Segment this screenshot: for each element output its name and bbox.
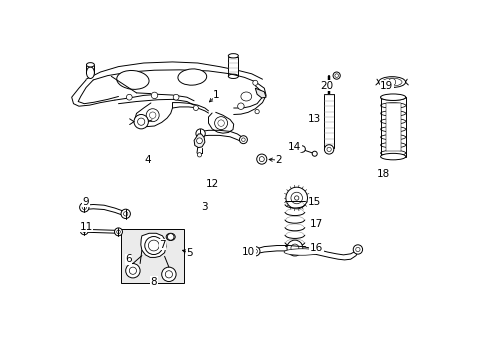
- Polygon shape: [141, 233, 166, 257]
- Ellipse shape: [241, 92, 251, 101]
- Ellipse shape: [380, 153, 405, 160]
- Circle shape: [167, 234, 174, 240]
- Text: 7: 7: [159, 240, 165, 250]
- Ellipse shape: [380, 94, 405, 100]
- Circle shape: [285, 187, 307, 209]
- Ellipse shape: [117, 71, 149, 89]
- Circle shape: [193, 105, 198, 111]
- Circle shape: [256, 154, 266, 164]
- Circle shape: [197, 153, 201, 157]
- Ellipse shape: [284, 249, 320, 255]
- Circle shape: [167, 234, 174, 240]
- Circle shape: [294, 196, 298, 200]
- Circle shape: [252, 80, 257, 85]
- Circle shape: [82, 229, 86, 233]
- Text: 2: 2: [275, 155, 282, 165]
- Circle shape: [129, 267, 136, 274]
- Circle shape: [290, 244, 298, 252]
- Circle shape: [114, 228, 122, 236]
- Circle shape: [196, 138, 202, 144]
- Text: 1: 1: [213, 90, 219, 100]
- Circle shape: [253, 249, 257, 253]
- Ellipse shape: [166, 233, 175, 240]
- Text: 3: 3: [201, 202, 208, 212]
- Circle shape: [326, 147, 330, 152]
- Circle shape: [334, 74, 338, 77]
- Bar: [324, 94, 333, 148]
- Circle shape: [123, 212, 127, 216]
- Circle shape: [241, 138, 244, 141]
- Circle shape: [355, 247, 359, 252]
- Circle shape: [290, 192, 302, 204]
- Circle shape: [117, 230, 120, 234]
- Circle shape: [239, 136, 247, 144]
- Text: 10: 10: [242, 247, 255, 257]
- Text: 16: 16: [309, 243, 323, 253]
- Circle shape: [80, 203, 89, 212]
- Circle shape: [149, 112, 156, 118]
- Circle shape: [173, 94, 179, 100]
- Circle shape: [125, 264, 140, 278]
- Ellipse shape: [228, 74, 238, 78]
- Circle shape: [121, 209, 130, 219]
- Circle shape: [144, 237, 163, 255]
- Circle shape: [126, 94, 132, 100]
- Circle shape: [137, 118, 144, 125]
- Text: 17: 17: [309, 219, 323, 229]
- Circle shape: [250, 247, 260, 256]
- Ellipse shape: [382, 78, 401, 86]
- Polygon shape: [194, 134, 204, 148]
- Circle shape: [82, 205, 86, 210]
- Text: 18: 18: [376, 168, 389, 179]
- Circle shape: [134, 114, 148, 129]
- Ellipse shape: [237, 103, 244, 109]
- Text: 13: 13: [307, 114, 320, 124]
- Circle shape: [162, 267, 176, 282]
- Circle shape: [298, 146, 305, 152]
- Circle shape: [311, 151, 317, 156]
- Text: 19: 19: [379, 81, 392, 91]
- Ellipse shape: [228, 54, 238, 58]
- Text: 9: 9: [82, 197, 89, 207]
- Circle shape: [259, 157, 264, 162]
- Circle shape: [146, 109, 159, 122]
- Circle shape: [332, 72, 340, 79]
- Text: 5: 5: [186, 248, 193, 258]
- Circle shape: [324, 145, 333, 154]
- Text: 11: 11: [80, 222, 93, 232]
- Circle shape: [352, 245, 362, 254]
- Circle shape: [151, 92, 158, 99]
- Text: 15: 15: [307, 197, 321, 207]
- Text: 20: 20: [319, 81, 332, 91]
- Text: 4: 4: [143, 155, 150, 165]
- Polygon shape: [255, 88, 265, 98]
- Bar: [380, 97, 405, 157]
- Ellipse shape: [378, 77, 405, 87]
- Circle shape: [214, 117, 227, 130]
- Circle shape: [254, 109, 259, 114]
- Text: 14: 14: [288, 142, 301, 152]
- Ellipse shape: [178, 69, 206, 85]
- Text: 6: 6: [125, 254, 132, 264]
- Bar: [228, 57, 238, 76]
- FancyBboxPatch shape: [121, 229, 184, 283]
- Ellipse shape: [86, 63, 94, 67]
- Bar: [385, 103, 400, 151]
- Circle shape: [286, 240, 302, 256]
- Text: 8: 8: [150, 276, 157, 287]
- Circle shape: [218, 120, 224, 126]
- Circle shape: [196, 129, 205, 138]
- Ellipse shape: [86, 67, 94, 78]
- Circle shape: [148, 240, 159, 251]
- Circle shape: [165, 271, 172, 278]
- Circle shape: [80, 227, 88, 235]
- Circle shape: [387, 78, 395, 86]
- Text: 12: 12: [205, 179, 218, 189]
